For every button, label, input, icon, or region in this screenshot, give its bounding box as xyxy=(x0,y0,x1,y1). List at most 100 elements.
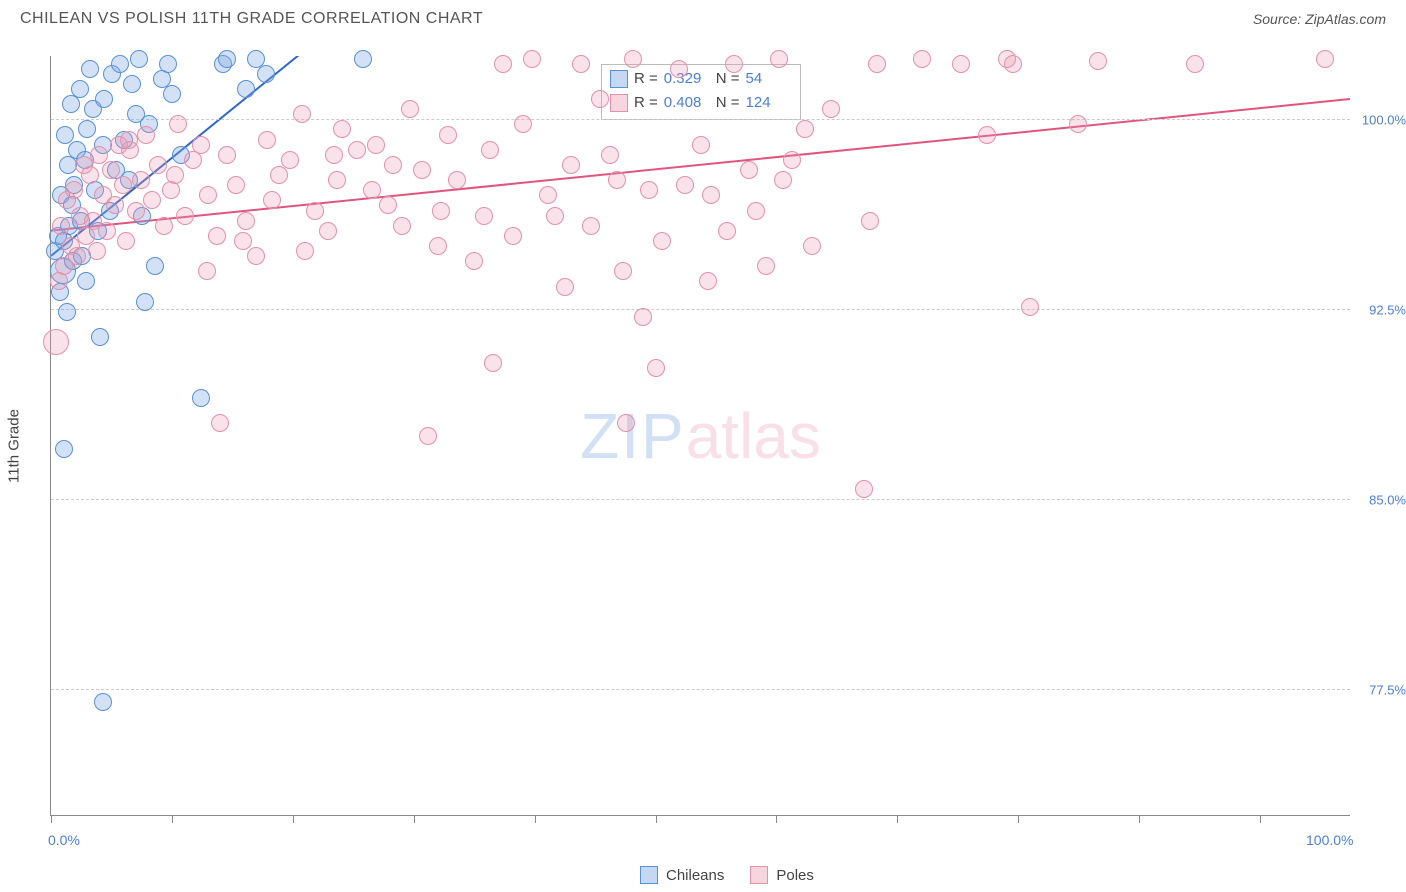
data-point xyxy=(419,427,437,445)
r-label: R = xyxy=(634,91,658,115)
data-point xyxy=(111,55,129,73)
data-point xyxy=(432,202,450,220)
data-point xyxy=(257,65,275,83)
data-point xyxy=(90,146,108,164)
data-point xyxy=(270,166,288,184)
data-point xyxy=(102,161,120,179)
data-point xyxy=(367,136,385,154)
data-point xyxy=(413,161,431,179)
data-point xyxy=(163,85,181,103)
r-label: R = xyxy=(634,67,658,91)
data-point xyxy=(770,50,788,68)
data-point xyxy=(348,141,366,159)
x-tick xyxy=(1139,815,1140,823)
x-axis-min-label: 0.0% xyxy=(48,832,80,848)
data-point xyxy=(120,131,138,149)
data-point xyxy=(155,217,173,235)
data-point xyxy=(169,115,187,133)
data-point xyxy=(306,202,324,220)
data-point xyxy=(192,136,210,154)
data-point xyxy=(913,50,931,68)
data-point xyxy=(494,55,512,73)
data-point xyxy=(1069,115,1087,133)
data-point xyxy=(774,171,792,189)
data-point xyxy=(354,50,372,68)
data-point xyxy=(127,202,145,220)
data-point xyxy=(132,171,150,189)
x-tick xyxy=(293,815,294,823)
data-point xyxy=(591,90,609,108)
data-point xyxy=(78,120,96,138)
data-point xyxy=(91,328,109,346)
data-point xyxy=(861,212,879,230)
data-point xyxy=(647,359,665,377)
legend-item: Poles xyxy=(750,866,814,884)
data-point xyxy=(43,329,69,355)
data-point xyxy=(208,227,226,245)
watermark-part1: ZIP xyxy=(580,400,686,472)
x-tick xyxy=(51,815,52,823)
data-point xyxy=(281,151,299,169)
data-point xyxy=(796,120,814,138)
data-point xyxy=(379,196,397,214)
y-tick-label: 77.5% xyxy=(1354,683,1406,698)
data-point xyxy=(634,308,652,326)
data-point xyxy=(328,171,346,189)
data-point xyxy=(699,272,717,290)
gridline: 85.0% xyxy=(51,499,1350,500)
data-point xyxy=(601,146,619,164)
data-point xyxy=(237,212,255,230)
data-point xyxy=(692,136,710,154)
data-point xyxy=(94,693,112,711)
data-point xyxy=(868,55,886,73)
data-point xyxy=(77,272,95,290)
data-point xyxy=(176,207,194,225)
n-value: 54 xyxy=(746,67,792,91)
data-point xyxy=(114,176,132,194)
data-point xyxy=(429,237,447,255)
data-point xyxy=(65,181,83,199)
data-point xyxy=(725,55,743,73)
data-point xyxy=(130,50,148,68)
series-legend: Chileans Poles xyxy=(640,866,814,884)
data-point xyxy=(481,141,499,159)
data-point xyxy=(822,100,840,118)
x-tick xyxy=(776,815,777,823)
data-point xyxy=(166,166,184,184)
data-point xyxy=(1021,298,1039,316)
data-point xyxy=(58,303,76,321)
data-point xyxy=(192,389,210,407)
data-point xyxy=(514,115,532,133)
data-point xyxy=(198,262,216,280)
data-point xyxy=(757,257,775,275)
data-point xyxy=(803,237,821,255)
data-point xyxy=(68,247,86,265)
legend-item: Chileans xyxy=(640,866,724,884)
data-point xyxy=(475,207,493,225)
legend-label: Poles xyxy=(776,867,814,884)
x-tick xyxy=(1260,815,1261,823)
data-point xyxy=(71,80,89,98)
x-tick xyxy=(897,815,898,823)
data-point xyxy=(325,146,343,164)
data-point xyxy=(218,50,236,68)
data-point xyxy=(81,60,99,78)
data-point xyxy=(88,242,106,260)
scatter-chart: ZIPatlas R =0.329N =54R =0.408N =124 100… xyxy=(50,56,1350,816)
data-point xyxy=(546,207,564,225)
data-point xyxy=(199,186,217,204)
y-tick-label: 100.0% xyxy=(1354,113,1406,128)
data-point xyxy=(952,55,970,73)
data-point xyxy=(783,151,801,169)
data-point xyxy=(1089,52,1107,70)
x-axis-max-label: 100.0% xyxy=(1306,832,1353,848)
data-point xyxy=(624,50,642,68)
trend-lines xyxy=(51,56,1350,815)
gridline: 92.5% xyxy=(51,309,1350,310)
data-point xyxy=(676,176,694,194)
legend-row: R =0.329N =54 xyxy=(610,67,792,91)
legend-swatch xyxy=(610,70,628,88)
data-point xyxy=(62,95,80,113)
x-tick xyxy=(414,815,415,823)
data-point xyxy=(237,80,255,98)
